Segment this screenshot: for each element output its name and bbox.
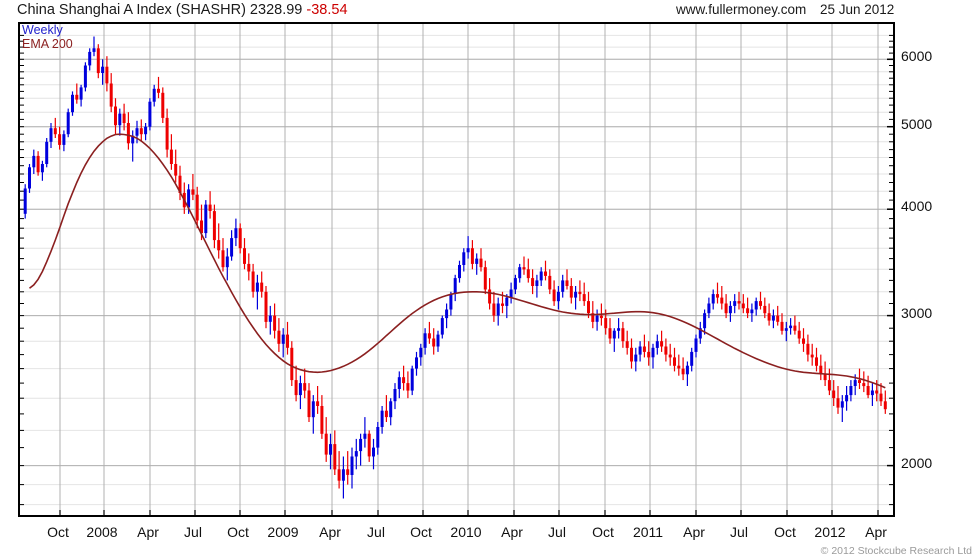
x-axis-tick-2011: 2011 — [632, 524, 664, 540]
y-axis-tick-2000: 2000 — [901, 454, 933, 471]
x-axis-tick-Oct: Oct — [774, 524, 796, 540]
chart-series — [23, 36, 887, 499]
legend-periodicity: Weekly — [22, 23, 63, 37]
x-axis-tick-Jul: Jul — [184, 524, 202, 540]
x-axis-tick-Jul: Jul — [548, 524, 566, 540]
x-axis-tick-Jul: Jul — [730, 524, 748, 540]
x-axis-tick-Apr: Apr — [319, 524, 341, 540]
x-axis-tick-2008: 2008 — [86, 524, 118, 540]
chart-legend: Weekly EMA 200 — [22, 23, 73, 51]
chart-header: China Shanghai A Index (SHASHR) 2328.99 … — [0, 0, 980, 21]
x-axis-tick-Apr: Apr — [501, 524, 523, 540]
y-axis-tick-5000: 5000 — [901, 115, 933, 132]
legend-ema-200: EMA 200 — [22, 36, 73, 51]
x-axis-tick-2009: 2009 — [267, 524, 299, 540]
y-axis-tick-4000: 4000 — [901, 198, 933, 215]
price-change: -38.54 — [306, 2, 348, 18]
x-axis-tick-Apr: Apr — [683, 524, 705, 540]
website-label: www.fullermoney.com — [676, 2, 807, 17]
x-axis-tick-Jul: Jul — [367, 524, 385, 540]
x-axis-tick-Oct: Oct — [227, 524, 249, 540]
x-axis-tick-Apr: Apr — [865, 524, 887, 540]
chart-gridlines — [20, 24, 893, 515]
x-axis-tick-Apr: Apr — [137, 524, 159, 540]
x-axis-tick-Oct: Oct — [47, 524, 69, 540]
title-text: China Shanghai A Index (SHASHR) 2328.99 — [17, 2, 307, 18]
x-axis-tick-Oct: Oct — [410, 524, 432, 540]
y-axis-tick-3000: 3000 — [901, 304, 933, 321]
x-axis-tick-Oct: Oct — [592, 524, 614, 540]
page-title: China Shanghai A Index (SHASHR) 2328.99 … — [17, 2, 348, 18]
x-axis-tick-2010: 2010 — [450, 524, 482, 540]
y-axis-tick-6000: 6000 — [901, 48, 933, 65]
copyright-footer: © 2012 Stockcube Research Ltd — [820, 545, 972, 557]
chart-plot-area — [18, 22, 895, 517]
x-axis-tick-2012: 2012 — [814, 524, 846, 540]
chart-date: 25 Jun 2012 — [820, 2, 895, 17]
